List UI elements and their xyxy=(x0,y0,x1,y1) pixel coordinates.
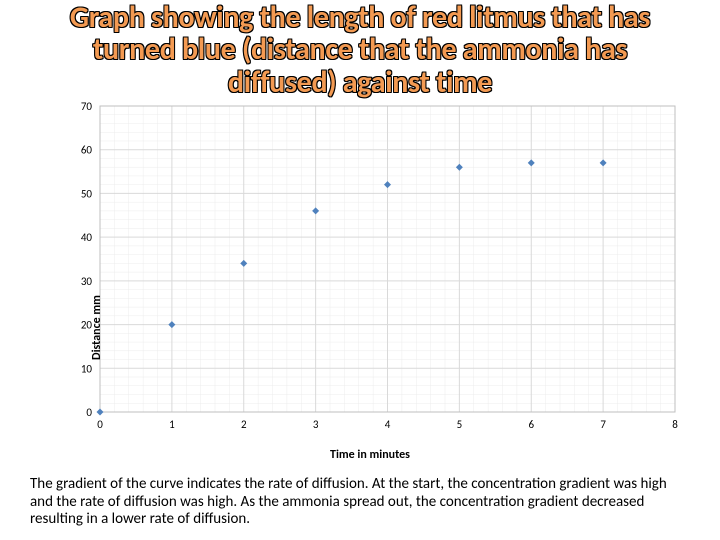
chart-container: Distance mm 012345678010203040506070 Tim… xyxy=(55,100,685,460)
svg-text:3: 3 xyxy=(313,418,319,431)
svg-text:4: 4 xyxy=(385,418,391,431)
svg-text:60: 60 xyxy=(81,144,93,157)
svg-text:2: 2 xyxy=(241,418,247,431)
svg-text:8: 8 xyxy=(672,418,678,431)
caption-text: The gradient of the curve indicates the … xyxy=(30,476,690,529)
svg-text:1: 1 xyxy=(169,418,175,431)
svg-text:10: 10 xyxy=(81,362,93,375)
y-axis-label: Distance mm xyxy=(90,295,104,360)
scatter-chart: 012345678010203040506070 xyxy=(55,100,685,440)
svg-text:50: 50 xyxy=(81,187,93,200)
slide-title: Graph showing the length of red litmus t… xyxy=(0,2,720,99)
svg-text:5: 5 xyxy=(457,418,463,431)
x-axis-label: Time in minutes xyxy=(55,448,685,462)
svg-text:30: 30 xyxy=(81,275,93,288)
svg-text:0: 0 xyxy=(97,418,103,431)
svg-text:70: 70 xyxy=(81,100,93,113)
svg-text:40: 40 xyxy=(81,231,93,244)
svg-text:0: 0 xyxy=(86,406,92,419)
svg-text:7: 7 xyxy=(600,418,606,431)
slide: Graph showing the length of red litmus t… xyxy=(0,0,720,540)
title-line-3: diffused) against time xyxy=(228,64,492,101)
svg-text:6: 6 xyxy=(528,418,534,431)
